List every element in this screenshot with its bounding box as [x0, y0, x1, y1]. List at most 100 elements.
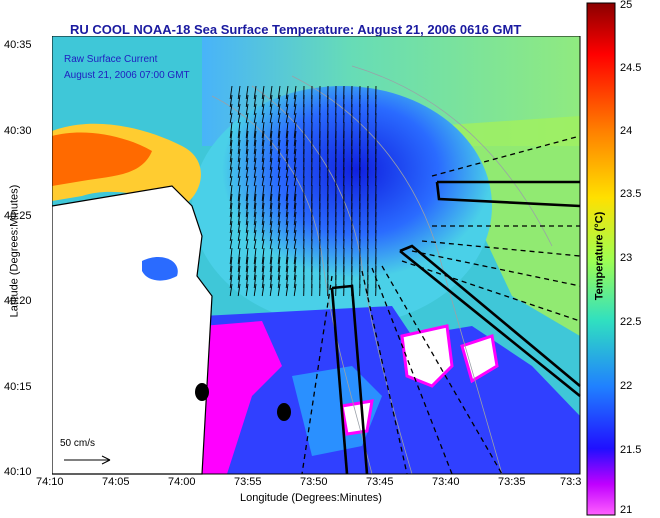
current-vector — [293, 283, 297, 297]
current-vector — [229, 130, 233, 147]
current-vector — [269, 265, 273, 281]
current-vector — [261, 184, 265, 202]
current-vector — [253, 211, 257, 226]
current-vector — [245, 130, 249, 147]
current-vector — [293, 256, 297, 273]
current-vector — [245, 103, 249, 116]
current-vector — [277, 112, 281, 124]
cb-tick-7: 21.5 — [620, 444, 642, 456]
current-vector — [229, 265, 233, 281]
current-vector — [277, 94, 281, 108]
current-vector — [277, 193, 281, 210]
current-vector — [285, 247, 289, 265]
current-vector — [253, 148, 257, 163]
current-vector — [277, 274, 281, 289]
colorbar-label: Temperature (°C) — [593, 211, 606, 301]
current-vector — [229, 211, 233, 226]
current-vector — [261, 112, 265, 124]
current-vector — [229, 274, 233, 289]
current-vector — [277, 211, 281, 226]
current-vector — [285, 193, 289, 210]
current-vector — [229, 256, 233, 273]
current-vector — [293, 274, 297, 289]
current-vector — [229, 94, 233, 108]
current-vector — [253, 265, 257, 281]
current-vector — [253, 175, 257, 187]
current-vector — [229, 112, 233, 124]
current-vector — [253, 130, 257, 147]
annotation-line-2: August 21, 2006 07:00 GMT — [64, 70, 190, 81]
sst-map — [52, 36, 581, 475]
current-vector — [285, 184, 289, 202]
current-vector — [269, 247, 273, 265]
current-vector — [237, 175, 241, 187]
magenta-patch-west — [202, 321, 282, 474]
scale-arrow — [64, 455, 111, 465]
current-vector — [261, 166, 265, 179]
x-tick-7: 73:35 — [498, 476, 526, 488]
current-vector — [285, 202, 289, 218]
current-vector — [253, 85, 257, 100]
current-vector — [261, 85, 265, 100]
annotation-line-1: Raw Surface Current — [64, 54, 158, 65]
current-vector — [261, 202, 265, 218]
current-vector — [285, 103, 289, 116]
current-vector — [229, 229, 233, 242]
current-vector — [245, 148, 249, 163]
current-vector — [229, 220, 233, 234]
current-vector — [261, 283, 265, 297]
current-vector — [269, 256, 273, 273]
current-vector — [229, 103, 233, 116]
current-vector — [293, 220, 297, 234]
x-tick-0: 74:10 — [36, 476, 64, 488]
current-vector — [269, 238, 273, 250]
current-vector — [245, 139, 249, 155]
x-tick-1: 74:05 — [102, 476, 130, 488]
current-vector — [269, 274, 273, 289]
current-vector — [277, 121, 281, 139]
current-vector — [277, 229, 281, 242]
current-vector — [261, 139, 265, 155]
radial-dashed-lines — [301, 135, 581, 475]
current-vector — [277, 256, 281, 273]
current-vector — [253, 193, 257, 210]
current-vector — [285, 256, 289, 273]
station-marker-2 — [277, 403, 291, 421]
current-vector — [253, 103, 257, 116]
current-vector — [245, 157, 249, 171]
current-vector — [229, 148, 233, 163]
current-vector — [229, 247, 233, 265]
current-vector — [229, 121, 233, 139]
current-vector — [269, 283, 273, 297]
current-vector — [253, 247, 257, 265]
current-vector — [269, 130, 273, 147]
current-vector — [293, 139, 297, 155]
current-vector — [245, 175, 249, 187]
current-vector — [245, 94, 249, 108]
current-vector — [277, 184, 281, 202]
x-tick-2: 74:00 — [168, 476, 196, 488]
current-vector — [237, 166, 241, 179]
current-vector — [269, 139, 273, 155]
current-vector — [261, 247, 265, 265]
current-vector — [285, 112, 289, 124]
current-vector — [245, 220, 249, 234]
current-vector — [277, 139, 281, 155]
current-vector — [261, 274, 265, 289]
current-vector — [285, 238, 289, 250]
cb-tick-2: 24 — [620, 125, 633, 137]
current-vector — [237, 229, 241, 242]
colorbar — [586, 2, 616, 516]
current-vector — [277, 175, 281, 187]
current-vector — [261, 220, 265, 234]
current-vector — [277, 220, 281, 234]
current-vector — [285, 85, 289, 100]
current-vector — [293, 157, 297, 171]
current-vector — [277, 103, 281, 116]
current-vector — [237, 103, 241, 116]
current-vector — [261, 103, 265, 116]
y-tick-4: 40:15 — [4, 381, 32, 393]
current-vector — [277, 166, 281, 179]
current-vector — [269, 121, 273, 139]
current-vector — [269, 85, 273, 100]
